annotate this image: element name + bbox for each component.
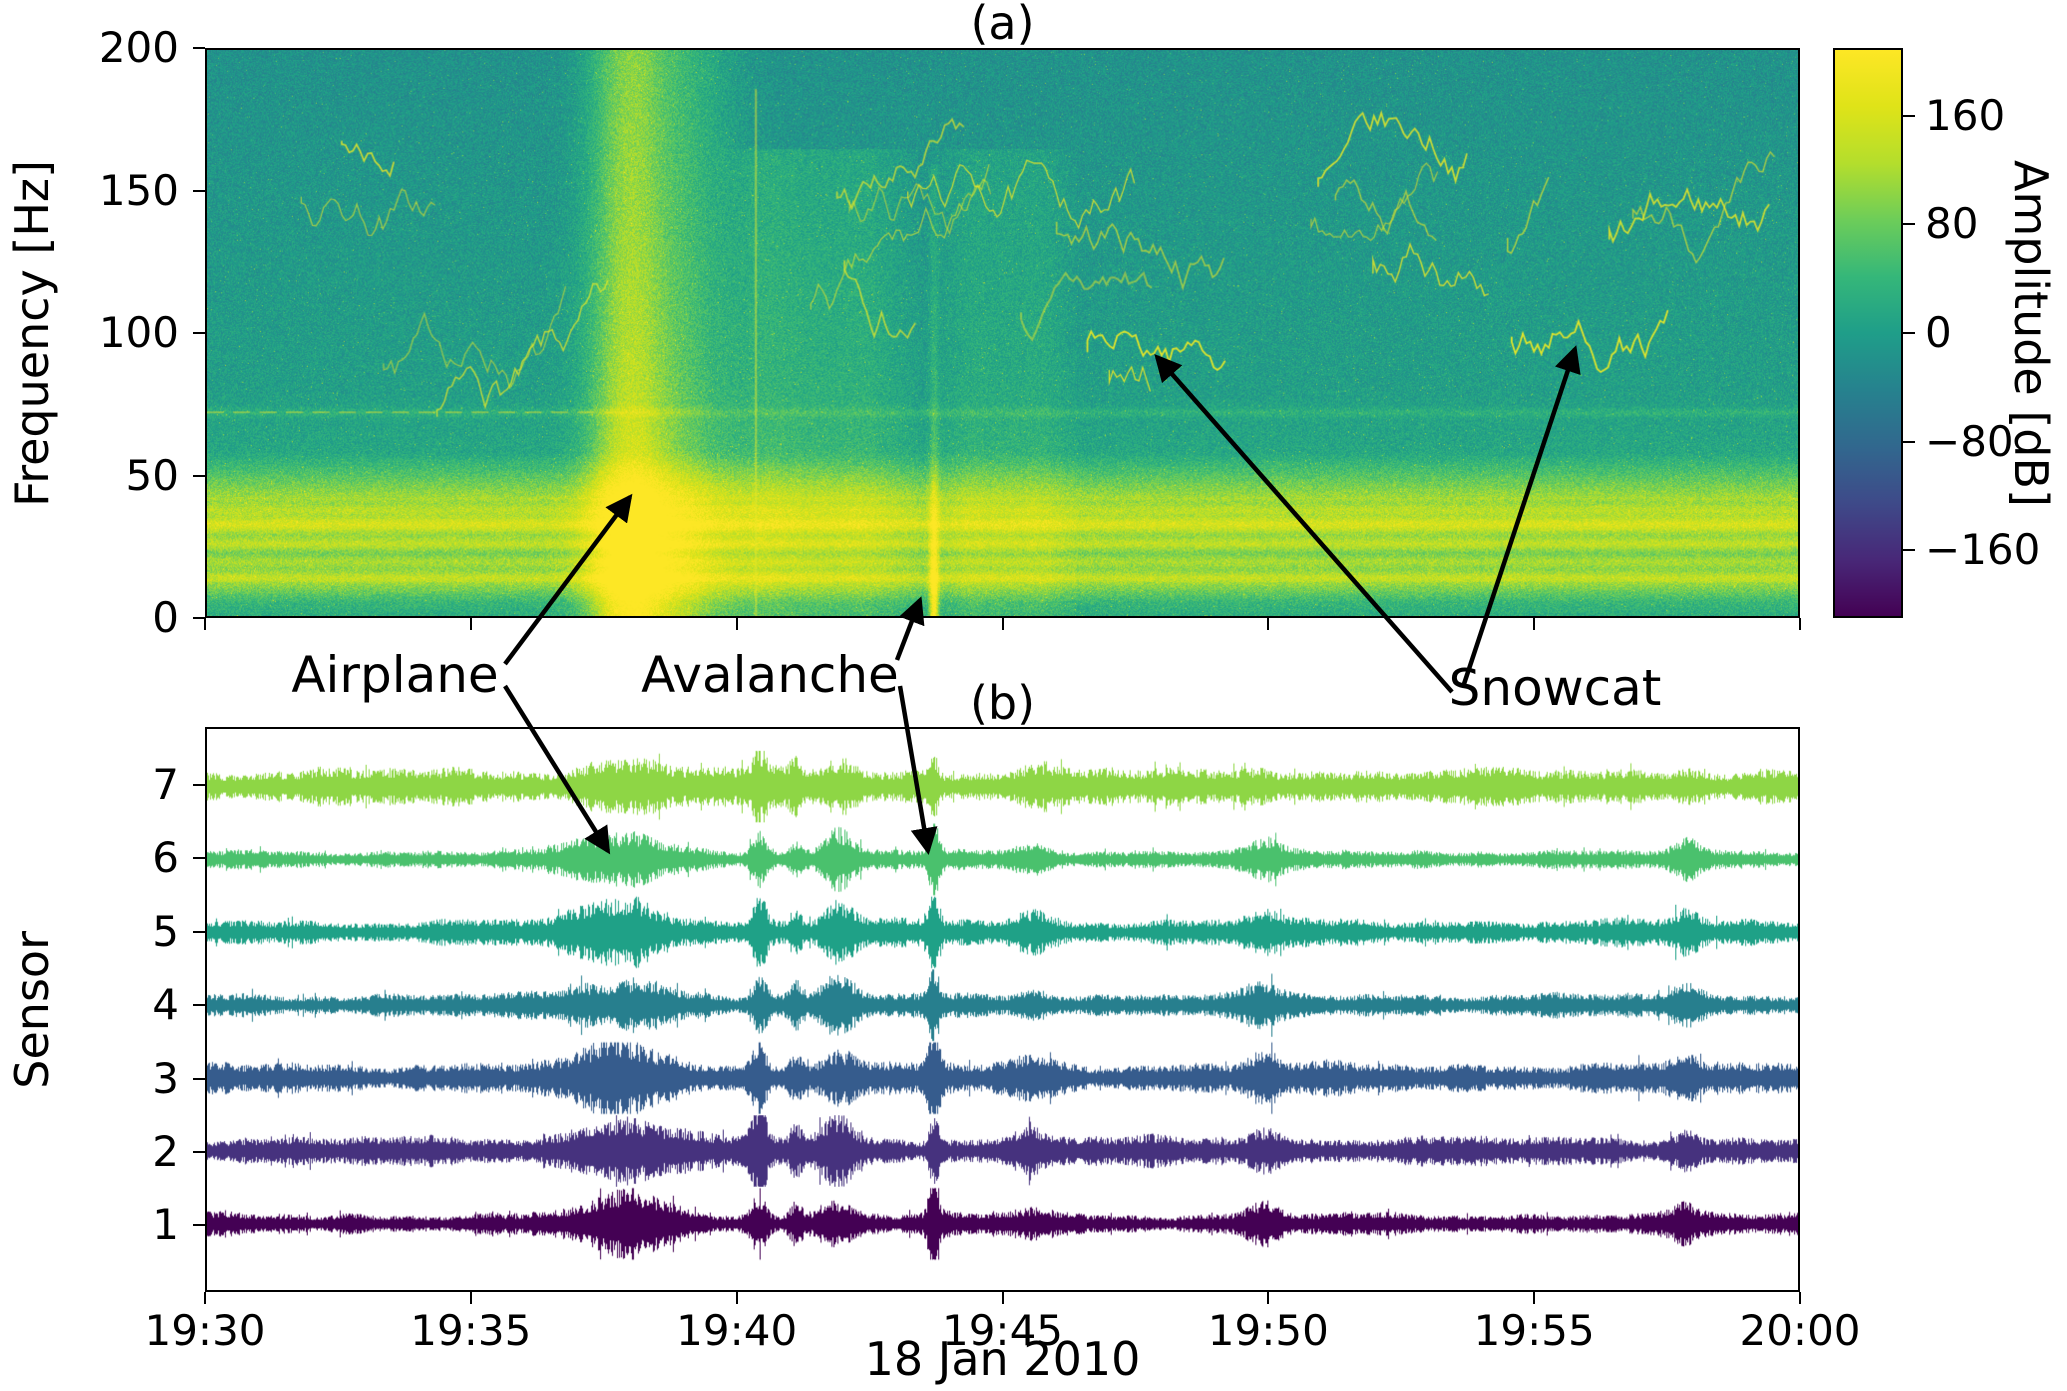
spectrogram-time-tick-mark — [735, 618, 738, 630]
sensor-tick-mark — [193, 930, 205, 933]
colorbar-tick-mark — [1903, 332, 1915, 334]
spectrogram-time-tick-mark — [204, 618, 206, 630]
airplane-annotation: Airplane — [291, 646, 499, 704]
time-tick-mark — [1799, 1292, 1801, 1304]
panel-a-label: (a) — [970, 0, 1035, 50]
frequency-tick-label: 200 — [98, 23, 179, 72]
colorbar-ticks: 160 80 0 −80 −160 — [1903, 48, 2067, 618]
time-tick-mark — [204, 1292, 206, 1304]
frequency-tick-label: 150 — [98, 165, 179, 215]
spectrogram-time-tick-mark — [469, 618, 472, 630]
waveform-canvas — [207, 729, 1798, 1290]
sensor-tick-mark — [193, 1004, 205, 1007]
spectrogram-time-tick-mark — [1533, 618, 1536, 630]
frequency-tick-mark — [193, 474, 205, 477]
colorbar-label-text: Amplitude [dB] — [2004, 159, 2058, 507]
time-tick-mark — [1267, 1292, 1270, 1304]
sensor-tick-mark — [193, 1077, 205, 1080]
time-tick-mark — [735, 1292, 738, 1304]
spectrogram-time-ticks — [204, 618, 1801, 634]
time-tick-label: 19:45 — [941, 1306, 1064, 1355]
frequency-tick-mark — [193, 332, 205, 334]
colorbar-tick-label: 0 — [1925, 308, 1952, 357]
time-tick-label: 19:40 — [676, 1306, 798, 1355]
time-axis-label: 18 Jan 2010 — [864, 1332, 1141, 1386]
colorbar-tick-label: 160 — [1925, 90, 2006, 140]
sensor-tick-label: 1 — [152, 1200, 179, 1250]
colorbar-tick-mark — [1903, 440, 1915, 443]
time-tick-label: 19:50 — [1207, 1306, 1329, 1355]
time-tick-mark — [1001, 1292, 1004, 1304]
colorbar-tick-mark — [1903, 549, 1915, 552]
sensor-tick-mark — [193, 1151, 205, 1153]
sensor-tick-label: 2 — [152, 1127, 179, 1176]
colorbar-gradient — [1835, 50, 1901, 616]
time-tick-label: 20:00 — [1739, 1306, 1861, 1355]
sensor-tick-mark — [193, 857, 205, 860]
frequency-tick-mark — [193, 189, 205, 192]
frequency-tick-mark — [193, 617, 205, 619]
sensor-axis-ticks: 7 6 5 4 3 2 1 — [0, 727, 205, 1292]
time-tick-mark — [469, 1292, 472, 1304]
frequency-axis-ticks: 200 150 100 50 0 — [0, 27, 205, 639]
frequency-tick-label: 0 — [152, 593, 179, 642]
sensor-tick-label: 6 — [152, 833, 179, 883]
spectrogram-time-tick-mark — [1001, 618, 1004, 630]
avalanche-annotation: Avalanche — [641, 646, 899, 704]
time-tick-label: 19:55 — [1473, 1306, 1595, 1355]
time-tick-mark — [1533, 1292, 1536, 1304]
sensor-tick-label: 7 — [152, 760, 179, 809]
sensor-tick-label: 3 — [152, 1053, 179, 1103]
colorbar-tick-mark — [1903, 114, 1915, 117]
colorbar — [1833, 48, 1903, 618]
sensor-tick-mark — [193, 784, 205, 786]
spectrogram-canvas — [207, 50, 1798, 616]
time-tick-label: 19:35 — [410, 1306, 532, 1355]
frequency-tick-label: 50 — [125, 450, 179, 500]
sensor-tick-mark — [193, 1224, 205, 1227]
spectrogram-time-tick-mark — [1267, 618, 1270, 630]
colorbar-tick-label: −80 — [1925, 416, 2014, 466]
time-tick-label: 19:30 — [144, 1306, 266, 1355]
panel-b-label: (b) — [969, 676, 1036, 730]
colorbar-tick-label: −160 — [1925, 525, 2041, 575]
time-axis-ticks: 19:30 19:35 19:40 19:45 19:50 19:55 20:00 — [144, 1292, 1861, 1382]
colorbar-tick-mark — [1903, 223, 1915, 226]
frequency-tick-label: 100 — [98, 308, 179, 357]
waveform-plot — [205, 727, 1800, 1292]
spectrogram-plot — [205, 48, 1800, 618]
sensor-tick-label: 4 — [152, 980, 179, 1030]
colorbar-label: Amplitude [dB] — [1995, 48, 2067, 618]
sensor-tick-label: 5 — [152, 906, 179, 956]
spectrogram-time-tick-mark — [1799, 618, 1801, 630]
colorbar-tick-label: 80 — [1925, 199, 1979, 249]
frequency-tick-mark — [193, 47, 205, 49]
